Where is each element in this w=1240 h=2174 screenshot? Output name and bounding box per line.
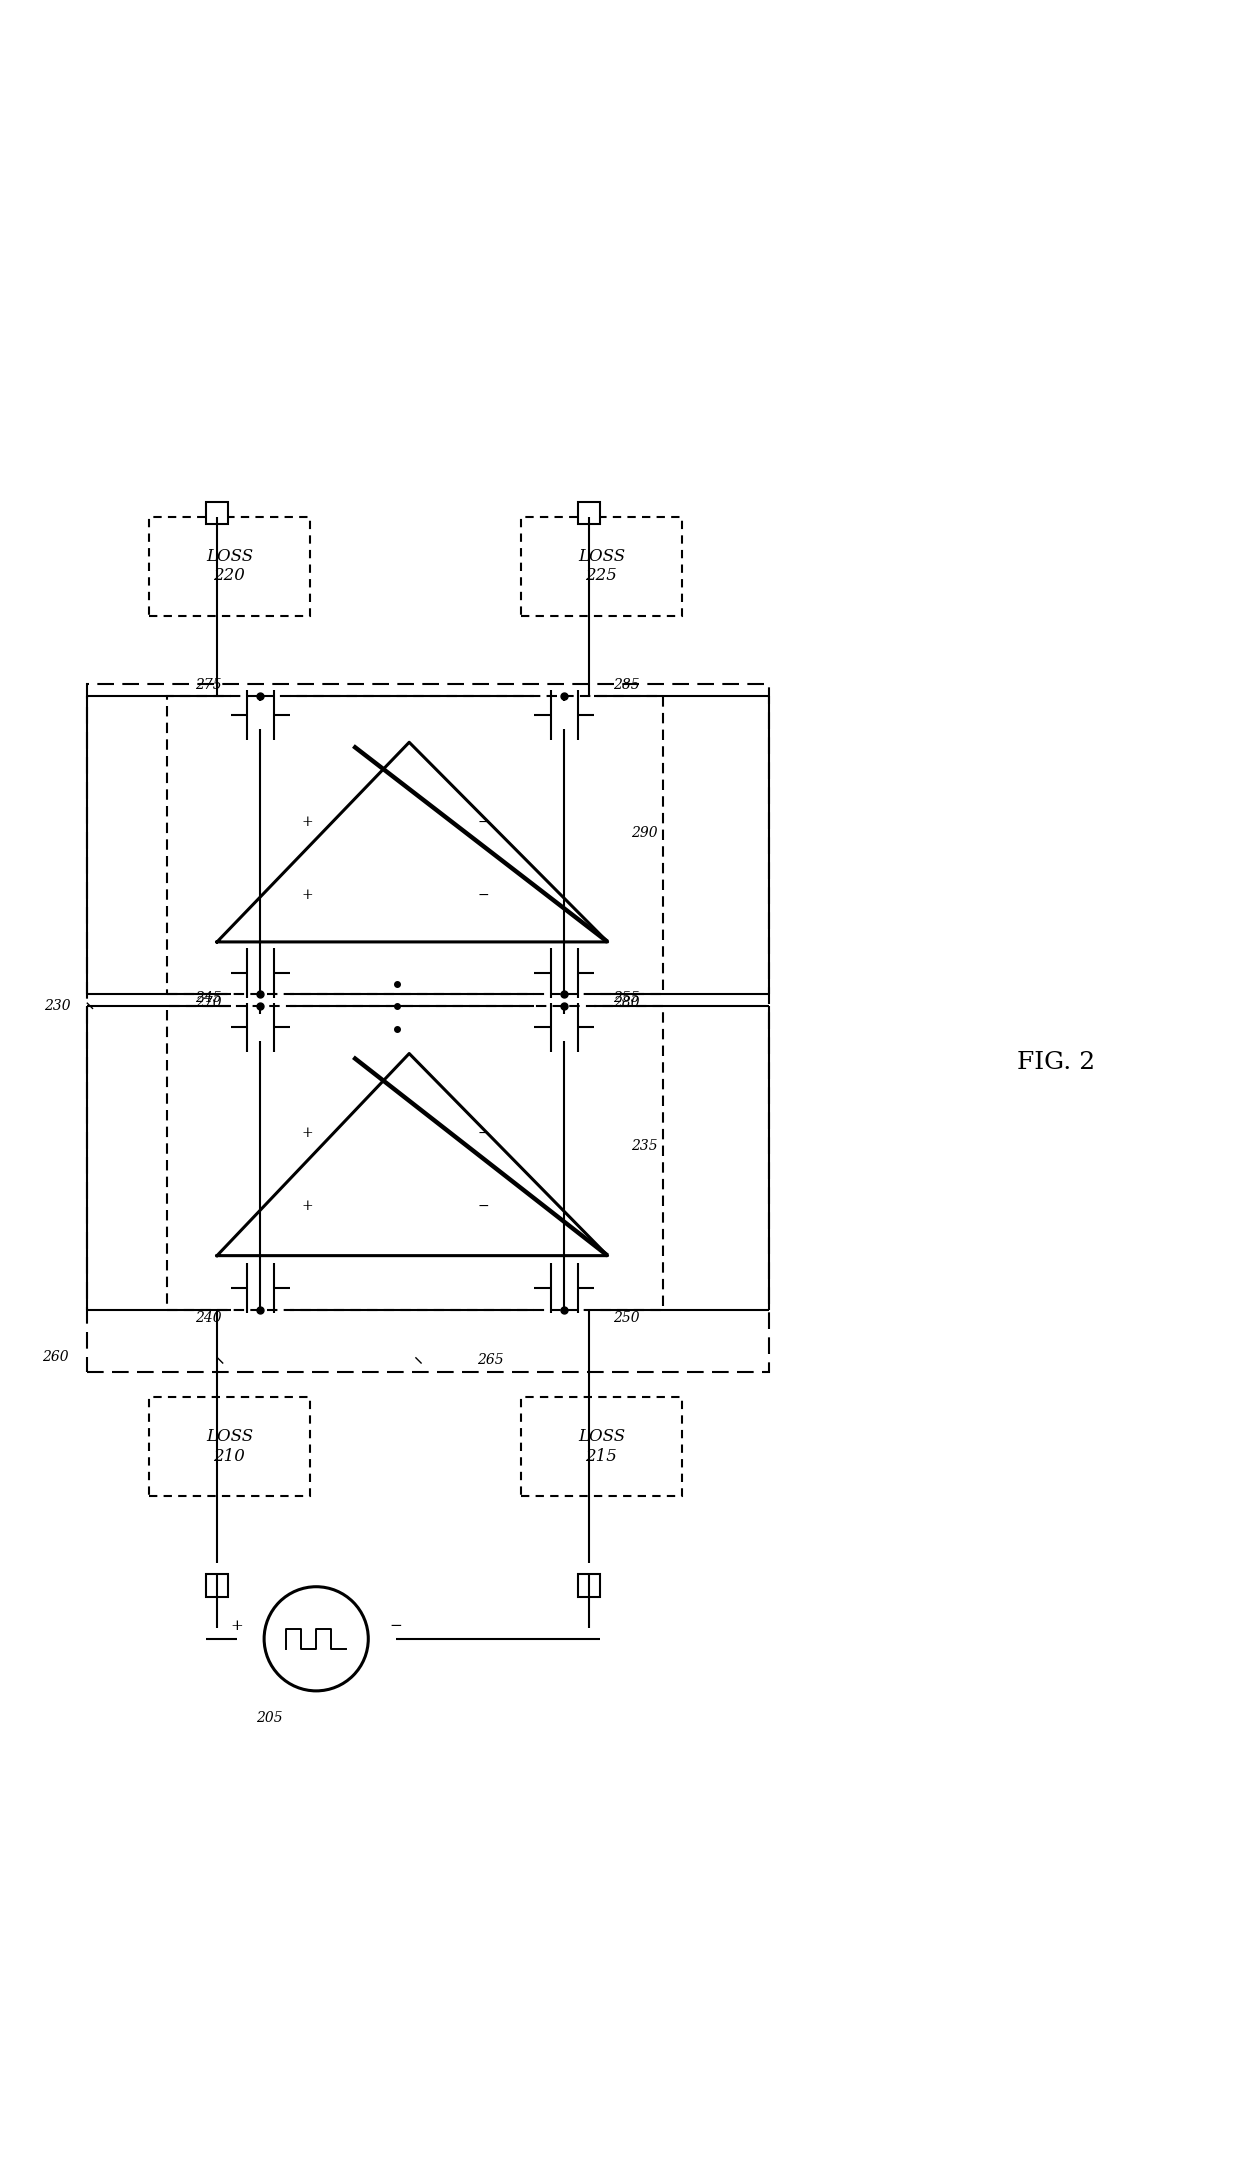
Text: 255: 255 <box>613 991 640 1004</box>
Text: 280: 280 <box>613 996 640 1009</box>
Bar <box>521 1398 682 1496</box>
Text: +: + <box>301 1200 314 1213</box>
Text: +: + <box>231 1620 243 1633</box>
Bar <box>578 502 600 524</box>
Text: LOSS
220: LOSS 220 <box>206 548 253 585</box>
Text: −: − <box>389 1620 402 1633</box>
Text: +: + <box>301 815 314 828</box>
Text: 205: 205 <box>255 1711 283 1726</box>
Text: 260: 260 <box>42 1350 68 1365</box>
Bar <box>521 517 682 615</box>
Bar <box>167 1007 663 1311</box>
Bar <box>149 1398 310 1496</box>
Text: 235: 235 <box>631 1139 658 1152</box>
Text: 230: 230 <box>45 1000 71 1013</box>
Text: 285: 285 <box>613 678 640 691</box>
Text: 245: 245 <box>195 991 222 1004</box>
Text: +: + <box>301 1126 314 1139</box>
Bar <box>87 685 769 1372</box>
Text: 275: 275 <box>195 678 222 691</box>
Bar <box>206 1574 228 1596</box>
Text: LOSS
210: LOSS 210 <box>206 1428 253 1465</box>
Text: 250: 250 <box>613 1311 640 1324</box>
Text: 265: 265 <box>477 1352 503 1367</box>
Text: +: + <box>301 887 314 902</box>
Text: −: − <box>477 1200 490 1213</box>
Text: 270: 270 <box>195 996 222 1009</box>
Bar <box>149 517 310 615</box>
Text: −: − <box>477 1126 490 1139</box>
Text: FIG. 2: FIG. 2 <box>1017 1050 1095 1074</box>
Text: LOSS
215: LOSS 215 <box>578 1428 625 1465</box>
Bar <box>167 696 663 994</box>
Bar <box>578 1574 600 1596</box>
Bar <box>206 502 228 524</box>
Text: LOSS
225: LOSS 225 <box>578 548 625 585</box>
Text: 240: 240 <box>195 1311 222 1324</box>
Text: −: − <box>477 815 490 828</box>
Text: 290: 290 <box>631 826 658 839</box>
Text: −: − <box>477 887 490 902</box>
